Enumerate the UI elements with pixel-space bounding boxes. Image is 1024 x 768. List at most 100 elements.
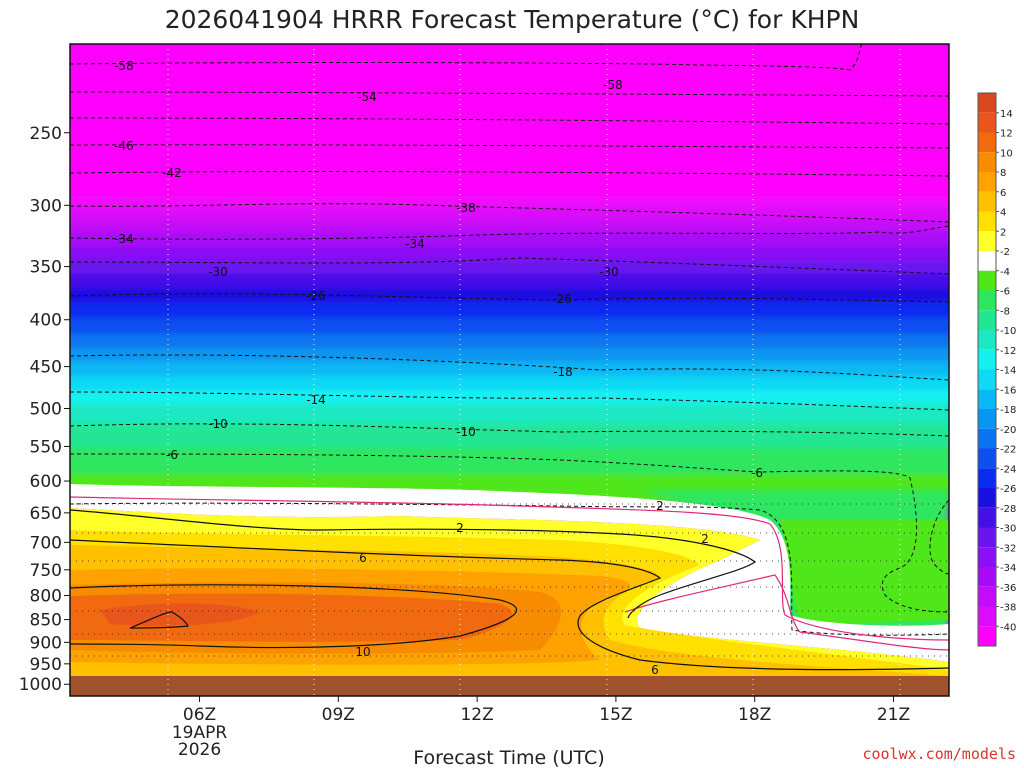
contours-solid	[70, 509, 949, 671]
x-date-label: 19APR	[172, 723, 228, 743]
colorbar-label: -30	[1000, 524, 1016, 535]
colorbar-label: -36	[1000, 583, 1016, 594]
colorbar-swatch	[978, 211, 996, 232]
colorbar-cap	[978, 93, 996, 113]
colorbar-label: -10	[1000, 326, 1016, 337]
colorbar-swatch	[978, 527, 996, 548]
colorbar-swatch	[978, 349, 996, 370]
colorbar-swatch	[978, 231, 996, 251]
contour-label: -10	[208, 417, 228, 431]
contour-label: -58	[114, 59, 134, 73]
y-axis: 2503003504004505005506006507007508008509…	[19, 124, 70, 695]
colorbar-label: -32	[1000, 543, 1016, 554]
y-tick-label: 900	[30, 633, 62, 653]
freezing-line	[70, 496, 949, 641]
contour-label: -34	[405, 237, 425, 251]
colorbar-swatch	[978, 112, 996, 133]
contour-label: -10	[456, 425, 476, 439]
colorbar-label: -20	[1000, 425, 1016, 436]
colorbar-swatch	[978, 152, 996, 172]
x-axis-label: Forecast Time (UTC)	[413, 747, 604, 768]
contour-label: 2	[456, 521, 464, 535]
colorbar-swatch	[978, 191, 996, 212]
contour-label: -34	[114, 232, 134, 246]
contour-label: -6	[166, 448, 178, 462]
colorbar-label: -18	[1000, 405, 1016, 416]
colorbar-swatch	[978, 428, 996, 449]
x-date-label: 2026	[178, 740, 221, 760]
colorbar-swatch	[978, 251, 996, 271]
contour-label: 6	[359, 551, 367, 565]
y-tick-label: 850	[30, 611, 62, 631]
colorbar-swatch	[978, 488, 996, 508]
colorbar-label: -12	[1000, 346, 1016, 357]
colorbar-swatch	[978, 626, 996, 646]
contour-label: -42	[162, 166, 182, 180]
y-tick-label: 750	[30, 561, 62, 581]
y-tick-label: 550	[30, 437, 62, 457]
colorbar-swatch	[978, 172, 996, 192]
colorbar-swatch	[978, 448, 996, 469]
colorbar-swatch	[978, 409, 996, 429]
x-tick-label: 21Z	[877, 705, 910, 725]
colorbar-label: -22	[1000, 445, 1016, 456]
colorbar-swatch	[978, 369, 996, 390]
colorbar-label: -34	[1000, 563, 1016, 574]
colorbar-label: -38	[1000, 603, 1016, 614]
y-tick-label: 650	[30, 504, 62, 524]
colorbar-label: -26	[1000, 484, 1016, 495]
contour-label: -14	[306, 393, 326, 407]
colorbar-label: -14	[1000, 366, 1016, 377]
x-tick-label: 18Z	[738, 705, 771, 725]
colorbar-swatch	[978, 507, 996, 528]
x-tick-label: 06Z	[183, 705, 216, 725]
colorbar-label: -24	[1000, 464, 1016, 475]
contour-label: -46	[114, 139, 134, 153]
contour-label: -54	[357, 90, 377, 104]
y-tick-label: 1000	[19, 675, 62, 695]
colorbar-label: 8	[1000, 168, 1006, 179]
colorbar-swatch	[978, 132, 996, 153]
colorbar-swatch	[978, 586, 996, 607]
y-tick-label: 600	[30, 472, 62, 492]
colorbar-swatch	[978, 468, 996, 488]
colorbar-label: -4	[1000, 267, 1010, 278]
colorbar-swatch	[978, 547, 996, 567]
contour-label: -6	[751, 466, 763, 480]
contour-label: -26	[306, 289, 326, 303]
credit-link[interactable]: coolwx.com/models	[862, 745, 1016, 763]
colorbar-label: -16	[1000, 385, 1016, 396]
colorbar-swatch	[978, 389, 996, 409]
contour-label: -30	[599, 265, 619, 279]
grid-horizontal	[70, 503, 949, 657]
x-tick-label: 12Z	[460, 705, 493, 725]
colorbar-label: -28	[1000, 504, 1016, 515]
y-tick-label: 450	[30, 358, 62, 378]
grid-vertical	[167, 44, 901, 696]
contour-label: 6	[651, 663, 659, 677]
colorbar-swatch	[978, 567, 996, 587]
colorbar-label: 4	[1000, 208, 1006, 219]
contour-label: 10	[355, 645, 370, 659]
colorbar-swatch	[978, 290, 996, 311]
colorbar-label: -2	[1000, 247, 1010, 258]
x-tick-label: 15Z	[599, 705, 632, 725]
colorbar-label: 10	[1000, 148, 1013, 159]
colorbar-swatch	[978, 330, 996, 350]
y-tick-label: 300	[30, 196, 62, 216]
colorbar-label: -8	[1000, 306, 1010, 317]
colorbar-swatch	[978, 270, 996, 291]
plot-area	[70, 44, 949, 696]
y-tick-label: 250	[30, 124, 62, 144]
contours-dashed	[70, 44, 949, 636]
contour-label: -38	[456, 201, 476, 215]
x-tick-label: 09Z	[322, 705, 355, 725]
colorbar-label: -6	[1000, 287, 1010, 298]
colorbar-label: 2	[1000, 227, 1006, 238]
colorbar-label: 14	[1000, 109, 1013, 120]
y-tick-label: 950	[30, 655, 62, 675]
chart-title: 2026041904 HRRR Forecast Temperature (°C…	[165, 5, 860, 34]
y-tick-label: 500	[30, 400, 62, 420]
